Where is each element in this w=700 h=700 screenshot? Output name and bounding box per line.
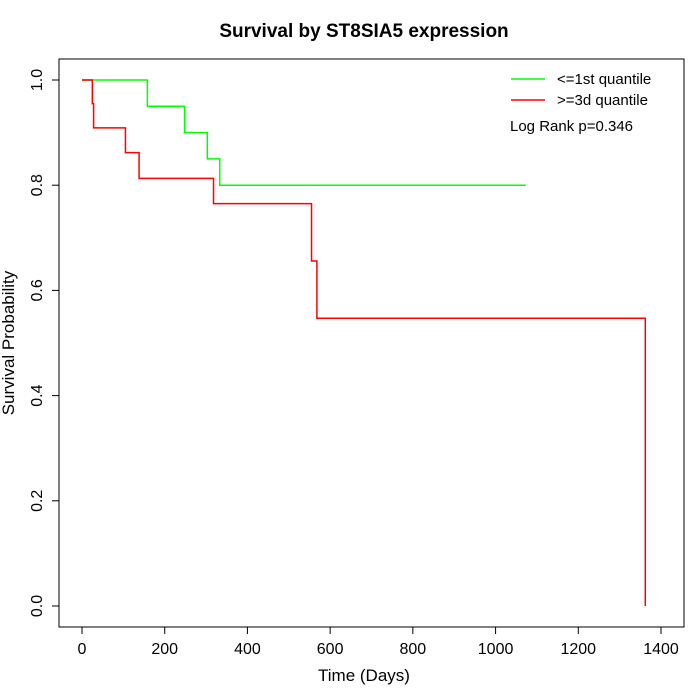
y-tick-label: 0.2 <box>29 490 46 512</box>
series-line-1 <box>82 79 647 606</box>
x-axis: 0 200 400 600 800 1000 1200 1400 <box>78 626 679 658</box>
y-axis-label: Survival Probability <box>0 270 18 415</box>
y-tick-label: 0.6 <box>29 279 46 301</box>
y-tick-label: 0.4 <box>29 384 46 406</box>
x-tick-label: 0 <box>78 641 87 658</box>
x-tick-label: 600 <box>317 641 344 658</box>
logrank-annotation: Log Rank p=0.346 <box>510 118 633 135</box>
y-tick-label: 0.0 <box>29 595 46 617</box>
y-tick-label: 1.0 <box>29 69 46 91</box>
x-tick-label: 200 <box>151 641 178 658</box>
y-axis: 0.0 0.2 0.4 0.6 0.8 1.0 <box>29 69 60 617</box>
x-axis-label: Time (Days) <box>318 666 410 685</box>
y-tick-label: 0.8 <box>29 174 46 196</box>
chart-title: Survival by ST8SIA5 expression <box>219 21 508 42</box>
x-tick-label: 1200 <box>560 641 596 658</box>
series-line-0 <box>82 79 526 186</box>
series-layer <box>82 79 647 606</box>
plot-frame <box>58 58 685 628</box>
x-tick-label: 400 <box>234 641 261 658</box>
legend-label-high: >=3d quantile <box>557 92 648 109</box>
x-tick-label: 800 <box>400 641 427 658</box>
x-tick-label: 1000 <box>478 641 514 658</box>
x-tick-label: 1400 <box>643 641 679 658</box>
legend: <=1st quantile >=3d quantile Log Rank p=… <box>510 71 651 135</box>
legend-label-low: <=1st quantile <box>557 71 651 88</box>
